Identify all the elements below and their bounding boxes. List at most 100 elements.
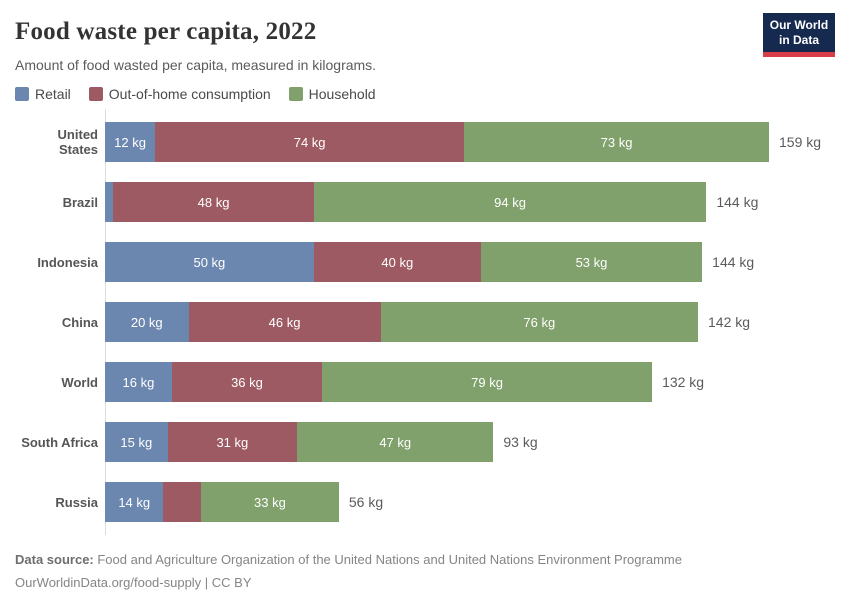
owid-logo-line1: Our World bbox=[769, 18, 829, 32]
segment-value-label: 14 kg bbox=[118, 494, 151, 510]
bar-segment-household[interactable]: 76 kg bbox=[380, 302, 698, 342]
bar-segment-retail[interactable] bbox=[105, 182, 114, 222]
bar-segment-retail[interactable]: 14 kg bbox=[105, 482, 164, 522]
owid-logo-red-strip bbox=[763, 52, 835, 57]
owid-logo-line2: in Data bbox=[778, 33, 819, 47]
bar-segment-household[interactable]: 53 kg bbox=[480, 242, 703, 282]
chart-row-world: World 16 kg 36 kg 79 kg 132 kg bbox=[15, 352, 835, 412]
bar-segment-retail[interactable]: 16 kg bbox=[105, 362, 172, 402]
bar-total-label: 159 kg bbox=[779, 134, 822, 150]
segment-value-label: 33 kg bbox=[254, 494, 286, 510]
chart-header: Food waste per capita, 2022 Amount of fo… bbox=[15, 13, 835, 73]
bar-plot-area: 16 kg 36 kg 79 kg 132 kg bbox=[105, 352, 769, 412]
segment-value-label: 73 kg bbox=[600, 134, 633, 150]
chart-row-china: China 20 kg 46 kg 76 kg 142 kg bbox=[15, 292, 835, 352]
segment-value-label: 15 kg bbox=[120, 434, 153, 450]
data-source-line: Data source: Food and Agriculture Organi… bbox=[15, 549, 835, 572]
legend-swatch-icon bbox=[288, 87, 303, 101]
legend-swatch-icon bbox=[15, 87, 29, 101]
chart-legend: Retail Out-of-home consumption Household bbox=[15, 86, 835, 102]
bar-plot-area: 15 kg 31 kg 47 kg 93 kg bbox=[105, 412, 769, 472]
bar-segment-household[interactable]: 33 kg bbox=[201, 482, 339, 522]
bar-total-label: 144 kg bbox=[716, 194, 759, 210]
country-label: Russia bbox=[55, 494, 98, 510]
bar-segment-retail[interactable]: 15 kg bbox=[105, 422, 168, 462]
bar-total-label: 142 kg bbox=[708, 314, 751, 330]
data-source-label: Data source: bbox=[15, 552, 94, 567]
country-label: Indonesia bbox=[37, 254, 98, 270]
chart-body: United States 12 kg 74 kg 73 kg 159 kg Brazil… bbox=[15, 109, 835, 535]
chart-footer: Data source: Food and Agriculture Organi… bbox=[15, 549, 835, 595]
bar-segment-retail[interactable]: 20 kg bbox=[105, 302, 189, 342]
segment-value-label: 48 kg bbox=[197, 194, 230, 210]
bar-segment-out-of-home-consumption[interactable]: 48 kg bbox=[113, 182, 314, 222]
bar-plot-area: 14 kg 33 kg 56 kg bbox=[105, 472, 769, 532]
legend-item-household: Household bbox=[288, 86, 376, 102]
stacked-bar: 48 kg 94 kg 144 kg bbox=[105, 182, 758, 222]
bar-segment-out-of-home-consumption[interactable]: 46 kg bbox=[188, 302, 381, 342]
stacked-bar: 16 kg 36 kg 79 kg 132 kg bbox=[105, 362, 704, 402]
country-label: Brazil bbox=[62, 194, 98, 210]
stacked-bar: 12 kg 74 kg 73 kg 159 kg bbox=[105, 122, 821, 162]
country-label: World bbox=[61, 374, 98, 390]
bar-segment-out-of-home-consumption[interactable]: 40 kg bbox=[313, 242, 481, 282]
bar-segment-out-of-home-consumption[interactable] bbox=[163, 482, 202, 522]
bar-total-label: 132 kg bbox=[662, 374, 705, 390]
owid-logo[interactable]: Our World in Data bbox=[763, 13, 835, 57]
owid-logo-text: Our World in Data bbox=[763, 13, 835, 52]
legend-label: Household bbox=[308, 86, 376, 102]
bar-segment-retail[interactable]: 12 kg bbox=[105, 122, 156, 162]
segment-value-label: 76 kg bbox=[523, 314, 556, 330]
bar-plot-area: 20 kg 46 kg 76 kg 142 kg bbox=[105, 292, 769, 352]
bar-segment-household[interactable]: 79 kg bbox=[322, 362, 653, 402]
legend-item-retail: Retail bbox=[15, 86, 71, 102]
stacked-bar: 15 kg 31 kg 47 kg 93 kg bbox=[105, 422, 538, 462]
legend-swatch-icon bbox=[88, 87, 103, 101]
owid-link-line[interactable]: OurWorldinData.org/food-supply | CC BY bbox=[15, 574, 252, 590]
chart-row-russia: Russia 14 kg 33 kg 56 kg bbox=[15, 472, 835, 532]
bar-segment-household[interactable]: 47 kg bbox=[297, 422, 494, 462]
bar-total-label: 93 kg bbox=[503, 434, 538, 450]
country-label: China bbox=[61, 314, 98, 330]
segment-value-label: 16 kg bbox=[122, 374, 155, 390]
bar-plot-area: 12 kg 74 kg 73 kg 159 kg bbox=[105, 112, 821, 172]
stacked-bar: 14 kg 33 kg 56 kg bbox=[105, 482, 383, 522]
chart-row-indonesia: Indonesia 50 kg 40 kg 53 kg 144 kg bbox=[15, 232, 835, 292]
bar-segment-household[interactable]: 73 kg bbox=[464, 122, 769, 162]
chart-title: Food waste per capita, 2022 bbox=[15, 18, 317, 45]
stacked-bar: 20 kg 46 kg 76 kg 142 kg bbox=[105, 302, 750, 342]
bar-segment-retail[interactable]: 50 kg bbox=[105, 242, 314, 282]
legend-label: Out-of-home consumption bbox=[108, 86, 271, 102]
bar-segment-household[interactable]: 94 kg bbox=[313, 182, 707, 222]
segment-value-label: 50 kg bbox=[193, 254, 226, 270]
bar-segment-out-of-home-consumption[interactable]: 74 kg bbox=[155, 122, 465, 162]
segment-value-label: 20 kg bbox=[130, 314, 163, 330]
legend-item-out-of-home-consumption: Out-of-home consumption bbox=[88, 86, 271, 102]
data-source-text: Food and Agriculture Organization of the… bbox=[93, 552, 682, 567]
segment-value-label: 94 kg bbox=[494, 194, 526, 210]
segment-value-label: 40 kg bbox=[381, 254, 414, 270]
bar-segment-out-of-home-consumption[interactable]: 36 kg bbox=[171, 362, 323, 402]
segment-value-label: 36 kg bbox=[231, 374, 263, 390]
bar-total-label: 144 kg bbox=[712, 254, 755, 270]
chart-subtitle: Amount of food wasted per capita, measur… bbox=[15, 57, 377, 73]
bar-segment-out-of-home-consumption[interactable]: 31 kg bbox=[167, 422, 298, 462]
stacked-bar: 50 kg 40 kg 53 kg 144 kg bbox=[105, 242, 754, 282]
chart-row-south-africa: South Africa 15 kg 31 kg 47 kg 93 kg bbox=[15, 412, 835, 472]
segment-value-label: 47 kg bbox=[379, 434, 412, 450]
bar-plot-area: 50 kg 40 kg 53 kg 144 kg bbox=[105, 232, 769, 292]
segment-value-label: 31 kg bbox=[216, 434, 249, 450]
legend-label: Retail bbox=[35, 86, 71, 102]
segment-value-label: 12 kg bbox=[114, 134, 146, 150]
header-text: Food waste per capita, 2022 Amount of fo… bbox=[15, 15, 376, 73]
segment-value-label: 53 kg bbox=[575, 254, 608, 270]
chart-row-brazil: Brazil 48 kg 94 kg 144 kg bbox=[15, 172, 835, 232]
segment-value-label: 46 kg bbox=[268, 314, 301, 330]
segment-value-label: 79 kg bbox=[471, 374, 503, 390]
bar-plot-area: 48 kg 94 kg 144 kg bbox=[105, 172, 769, 232]
bar-total-label: 56 kg bbox=[348, 494, 384, 510]
country-label: South Africa bbox=[21, 434, 98, 450]
country-label: United States bbox=[57, 127, 98, 157]
segment-value-label: 74 kg bbox=[293, 134, 326, 150]
